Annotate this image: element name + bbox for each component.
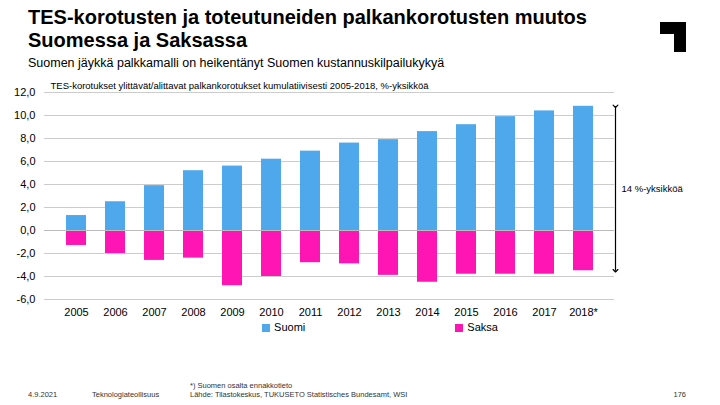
svg-text:2016: 2016 — [493, 306, 517, 318]
svg-text:2011: 2011 — [299, 306, 323, 318]
html-text:*) Suomen osalta ennakkotieto: *) Suomen osalta ennakkotieto Lähde: Til… — [190, 381, 408, 399]
svg-text:0,0: 0,0 — [20, 224, 35, 236]
svg-text:2015: 2015 — [454, 306, 478, 318]
svg-text:-4,0: -4,0 — [17, 270, 36, 282]
svg-text:-2,0: -2,0 — [17, 247, 36, 259]
svg-text:2007: 2007 — [142, 306, 166, 318]
html-text:4.9.2021: 4.9.2021 — [28, 390, 58, 399]
svg-text:TES-korotukset ylittävät/alitt: TES-korotukset ylittävät/alittavat palka… — [51, 80, 430, 91]
svg-text:2006: 2006 — [103, 306, 127, 318]
svg-text:14 %-yksikköä: 14 %-yksikköä — [622, 183, 684, 194]
svg-text:2005: 2005 — [64, 306, 88, 318]
html-text:Teknologiateollisuus: Teknologiateollisuus — [92, 390, 160, 399]
html-text:Suomi: Suomi — [274, 321, 306, 333]
svg-text:6,0: 6,0 — [20, 155, 35, 167]
html-text:176: 176 — [673, 390, 686, 399]
html-text:Suomen jäykkä palkkamalli on h: Suomen jäykkä palkkamalli on heikentänyt… — [28, 56, 445, 70]
svg-text:2008: 2008 — [181, 306, 205, 318]
svg-text:2013: 2013 — [376, 306, 400, 318]
svg-text:2014: 2014 — [415, 306, 439, 318]
html-text:TES-korotusten ja toteutuneide: TES-korotusten ja toteutuneiden palkanko… — [28, 6, 587, 51]
svg-text:4,0: 4,0 — [20, 178, 35, 190]
svg-text:2018*: 2018* — [569, 306, 598, 318]
html-text:Saksa: Saksa — [467, 321, 498, 333]
svg-text:8,0: 8,0 — [20, 132, 35, 144]
svg-text:2010: 2010 — [259, 306, 283, 318]
svg-text:2009: 2009 — [220, 306, 244, 318]
svg-text:-6,0: -6,0 — [17, 293, 36, 305]
svg-text:2,0: 2,0 — [20, 201, 35, 213]
svg-text:10,0: 10,0 — [14, 109, 35, 121]
svg-text:2012: 2012 — [337, 306, 361, 318]
svg-text:12,0: 12,0 — [14, 86, 35, 98]
svg-text:2017: 2017 — [532, 306, 556, 318]
